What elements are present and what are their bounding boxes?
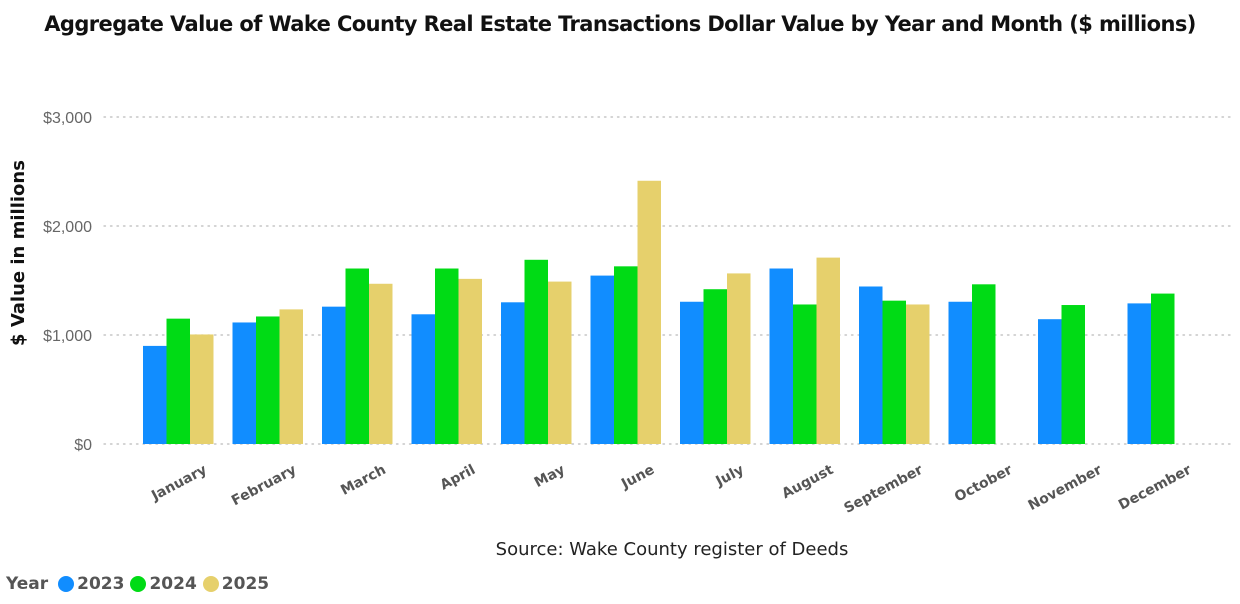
bar-2024-august: [793, 304, 817, 444]
bar-2024-april: [435, 268, 459, 444]
x-tick-label: August: [779, 462, 836, 502]
bar-2024-january: [166, 318, 190, 444]
x-tick-label: September: [841, 462, 925, 517]
bar-2023-may: [501, 302, 525, 444]
legend-label: 2023: [77, 574, 125, 594]
bar-2025-june: [637, 180, 661, 444]
y-tick-label: $3,000: [43, 110, 92, 127]
bar-2024-december: [1151, 293, 1175, 444]
legend-title: Year: [6, 574, 49, 594]
bar-chart: $0 $1,000 $2,000 $3,000 January February Marc…: [8, 110, 1236, 560]
bar-2023-july: [680, 301, 704, 444]
bar-2025-april: [458, 278, 482, 444]
bar-2025-march: [369, 283, 393, 444]
bar-2023-april: [411, 314, 435, 444]
x-axis-categories: January February March April May June July Augu…: [148, 462, 1194, 517]
bar-2025-february: [279, 309, 303, 444]
bar-2023-june: [590, 275, 614, 444]
source-note: Source: Wake County register of Deeds: [496, 539, 849, 560]
bar-2023-november: [1038, 319, 1062, 444]
bar-2023-october: [948, 301, 972, 444]
x-tick-label: November: [1026, 462, 1105, 514]
bar-2024-june: [614, 266, 638, 444]
bar-2025-august: [816, 257, 840, 444]
legend: Year 2023 2024 2025: [6, 572, 275, 596]
legend-label: 2025: [221, 574, 270, 594]
x-tick-label: October: [952, 462, 1015, 506]
bar-2023-december: [1127, 303, 1151, 444]
y-tick-label: $2,000: [43, 219, 92, 236]
bar-2023-september: [859, 286, 883, 444]
x-tick-label: February: [229, 462, 299, 509]
x-tick-label: December: [1116, 462, 1194, 514]
bar-2023-march: [322, 306, 346, 444]
bar-2024-september: [882, 300, 906, 444]
legend-swatch: [202, 576, 219, 592]
x-tick-label: June: [618, 462, 657, 493]
y-axis-ticks: $0 $1,000 $2,000 $3,000: [43, 110, 92, 454]
x-tick-label: April: [438, 462, 478, 494]
x-tick-label: March: [338, 462, 388, 499]
bar-2025-september: [906, 304, 930, 444]
bar-2025-july: [727, 273, 751, 444]
legend-label: 2024: [149, 574, 197, 594]
bar-2025-may: [548, 281, 572, 444]
legend-item-2025[interactable]: 2025: [202, 574, 270, 594]
y-axis-label: $ Value in millions: [8, 160, 29, 346]
chart-title: Aggregate Value of Wake County Real Esta…: [44, 12, 1196, 36]
legend-item-2024[interactable]: 2024: [130, 574, 197, 594]
bar-2024-november: [1061, 305, 1085, 444]
legend-swatch: [58, 576, 75, 592]
bar-2024-october: [972, 284, 996, 444]
bar-2023-january: [143, 345, 167, 444]
bar-2024-march: [345, 268, 369, 444]
y-tick-label: $0: [74, 437, 92, 454]
legend-item-2023[interactable]: 2023: [58, 574, 124, 594]
y-tick-label: $1,000: [43, 328, 92, 345]
bar-2025-january: [190, 334, 214, 444]
bar-2024-july: [703, 289, 727, 444]
bar-2023-february: [232, 322, 256, 444]
x-tick-label: January: [148, 462, 209, 505]
bar-2024-may: [524, 259, 548, 444]
bar-2023-august: [769, 268, 793, 444]
x-tick-label: May: [532, 462, 568, 491]
bars: [143, 180, 1175, 444]
legend-swatch: [130, 576, 147, 592]
bar-2024-february: [256, 316, 280, 444]
x-tick-label: July: [713, 462, 747, 490]
